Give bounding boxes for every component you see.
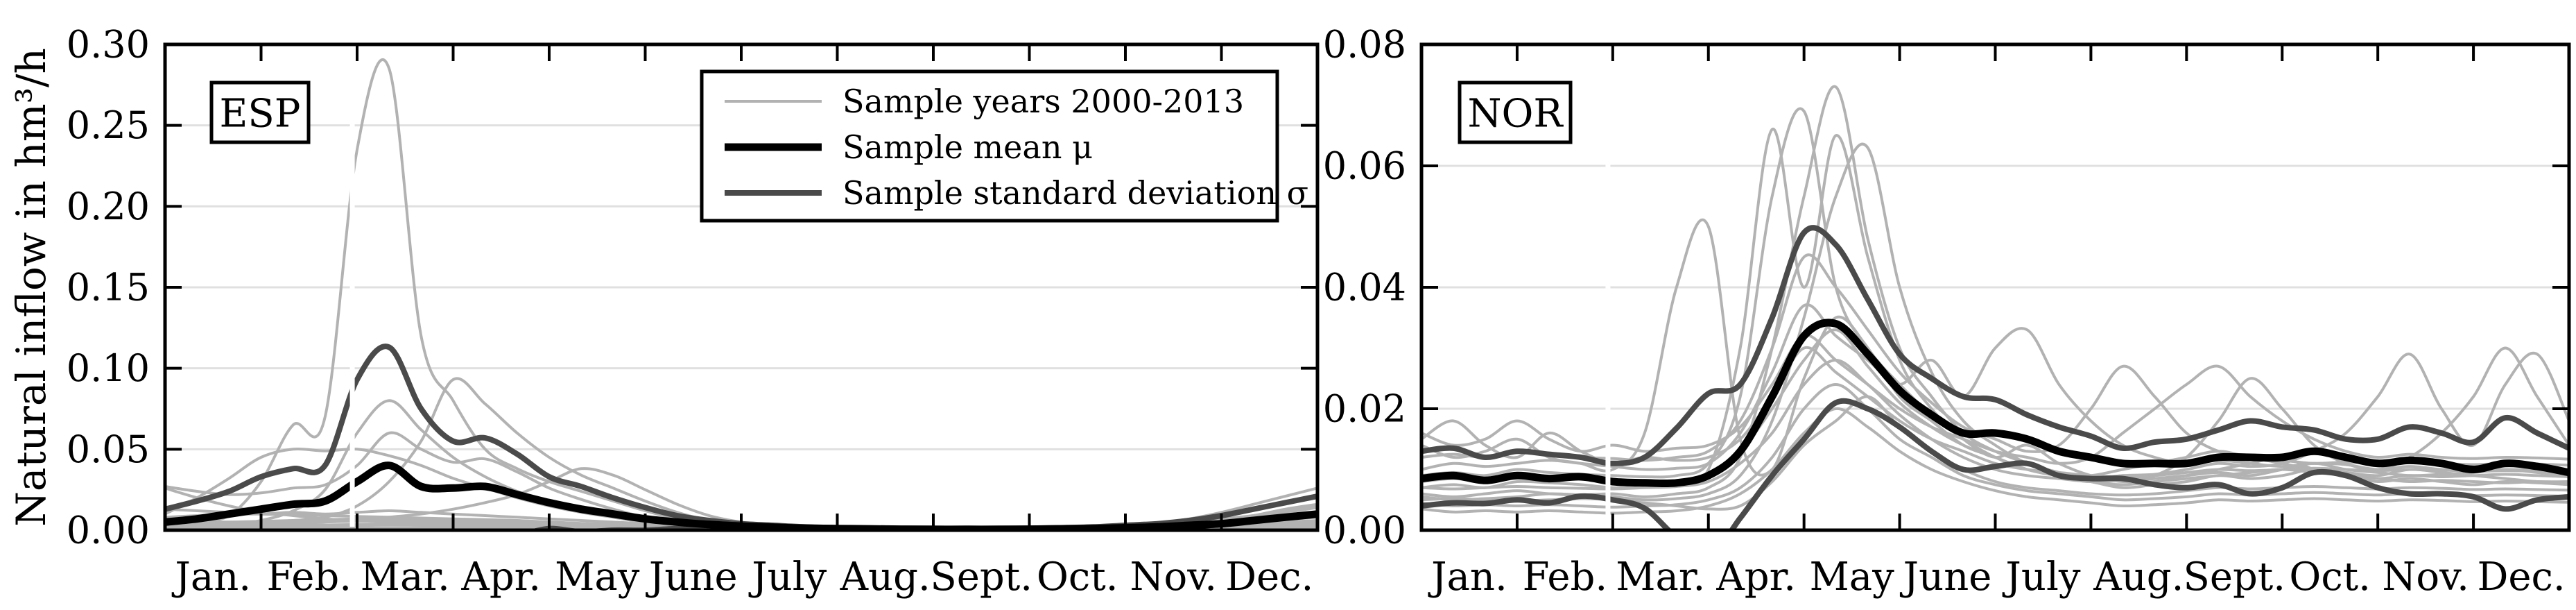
ytick-label: 0.00 xyxy=(67,509,150,552)
std-lower-line xyxy=(1421,398,2569,530)
month-label: Sept. xyxy=(2183,554,2285,600)
month-label: Jan. xyxy=(171,554,251,600)
sample-year-line xyxy=(1421,107,2569,484)
sample-year-line xyxy=(165,399,1317,530)
panel-label-box xyxy=(1458,81,1573,144)
ytick-label: 0.15 xyxy=(67,266,150,310)
leap-day-gap xyxy=(1605,48,1611,527)
legend: Sample years 2000-2013 Sample mean μ Sampl… xyxy=(700,69,1308,223)
month-label: Aug. xyxy=(2093,554,2184,600)
panel-label-box xyxy=(209,81,311,144)
month-label: Nov. xyxy=(1130,554,1217,600)
sample-year-line xyxy=(165,377,1317,530)
month-label: Mar. xyxy=(361,554,450,600)
month-label: May xyxy=(555,554,640,600)
ytick-label: 0.06 xyxy=(1323,144,1406,188)
panel-label-nor: NOR xyxy=(1467,92,1564,137)
month-label: Aug. xyxy=(840,554,931,600)
mean-line xyxy=(1421,319,2569,488)
month-label: May xyxy=(1809,554,1894,600)
month-label: Dec. xyxy=(2477,554,2565,600)
y-axis-title: Natural inflow in hm³/h xyxy=(8,48,55,527)
month-label: June xyxy=(646,554,738,600)
month-label: Dec. xyxy=(1225,554,1313,600)
legend-label-samples: Sample years 2000-2013 xyxy=(842,83,1244,120)
month-label: Oct. xyxy=(1037,554,1118,600)
ytick-label: 0.10 xyxy=(67,346,150,390)
nor-series-group xyxy=(1421,85,2569,530)
ytick-label: 0.05 xyxy=(67,427,150,471)
panel-label-esp: ESP xyxy=(220,92,301,137)
month-label: July xyxy=(748,554,827,600)
month-label: Apr. xyxy=(1715,554,1796,600)
std-upper-line xyxy=(1421,225,2569,466)
sample-year-line xyxy=(1421,407,2569,515)
sample-year-line xyxy=(1421,219,2569,489)
month-label: June xyxy=(1900,554,1992,600)
ytick-label: 0.30 xyxy=(67,23,150,67)
month-label: Feb. xyxy=(1523,554,1608,600)
std-upper-line xyxy=(165,344,1317,530)
month-label: Oct. xyxy=(2289,554,2371,600)
month-label: Mar. xyxy=(1616,554,1705,600)
sample-year-line xyxy=(1421,334,2569,465)
ytick-label: 0.08 xyxy=(1323,23,1406,67)
leap-day-gap xyxy=(349,48,355,527)
esp-panel: 0.00 0.05 0.10 0.15 0.20 0.25 0.30 Jan. Feb. Mar.… xyxy=(8,23,1320,600)
month-label: Feb. xyxy=(266,554,352,600)
month-label: July xyxy=(2002,554,2080,600)
legend-label-mean: Sample mean μ xyxy=(842,128,1093,166)
ytick-label: 0.02 xyxy=(1323,387,1406,431)
month-label: Nov. xyxy=(2382,554,2469,600)
month-label: Sept. xyxy=(930,554,1032,600)
ytick-label: 0.25 xyxy=(67,103,150,147)
ytick-label: 0.00 xyxy=(1323,509,1406,552)
sample-year-line xyxy=(1421,383,2569,509)
ytick-label: 0.04 xyxy=(1323,266,1406,310)
sample-year-line xyxy=(1421,142,2569,502)
legend-label-std: Sample standard deviation σ xyxy=(842,174,1308,212)
ytick-label: 0.20 xyxy=(67,185,150,228)
month-label: Jan. xyxy=(1428,554,1507,600)
month-label: Apr. xyxy=(460,554,541,600)
